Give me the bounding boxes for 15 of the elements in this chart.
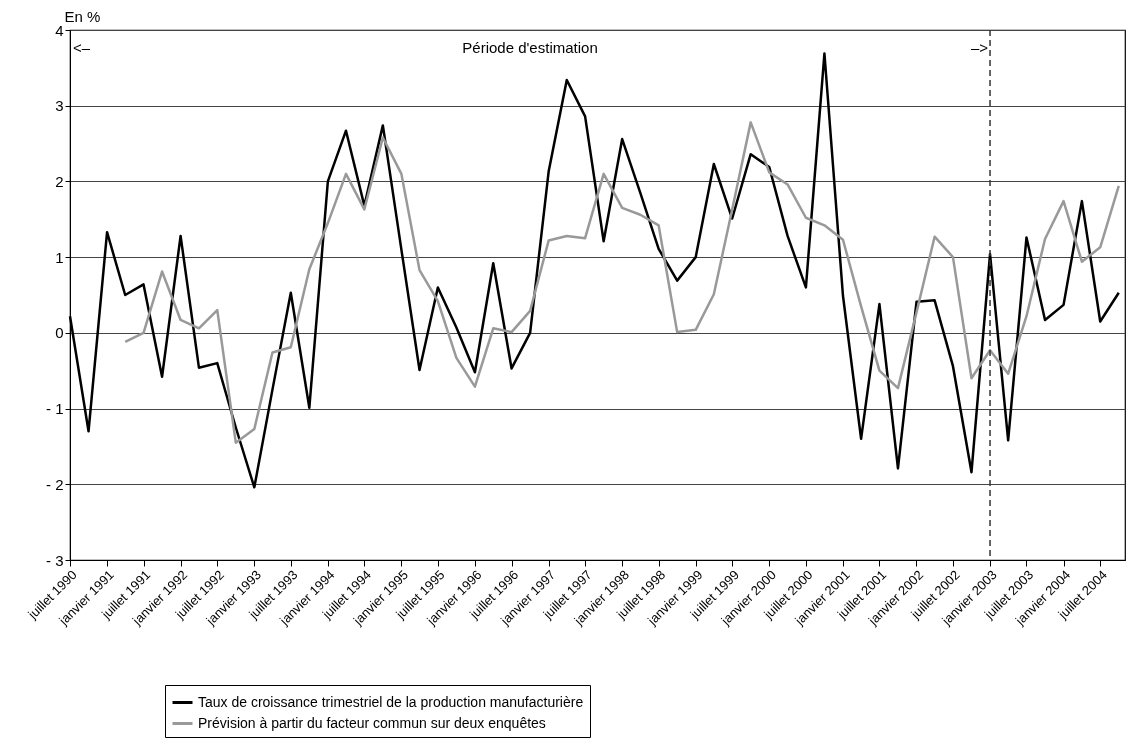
y-tick-label: 1	[55, 248, 64, 266]
y-tick-label: 4	[55, 21, 64, 39]
y-tick-label: - 2	[45, 475, 64, 493]
annotation: <–	[73, 39, 91, 56]
annotation: –>	[970, 39, 989, 56]
y-tick-label: 3	[55, 97, 64, 115]
y-tick-label: - 3	[45, 551, 64, 569]
legend-label: Taux de croissance trimestriel de la production manufacturière	[198, 693, 584, 710]
y-tick-label: 0	[55, 324, 64, 342]
y-tick-label: 2	[55, 172, 64, 190]
y-axis-title: En %	[64, 7, 101, 25]
annotation: Période d'estimation	[462, 39, 598, 56]
line-series	[123, 121, 1121, 444]
y-tick-label: - 1	[45, 400, 64, 418]
legend-label: Prévision à partir du facteur commun sur deux enquêtes	[198, 714, 546, 731]
